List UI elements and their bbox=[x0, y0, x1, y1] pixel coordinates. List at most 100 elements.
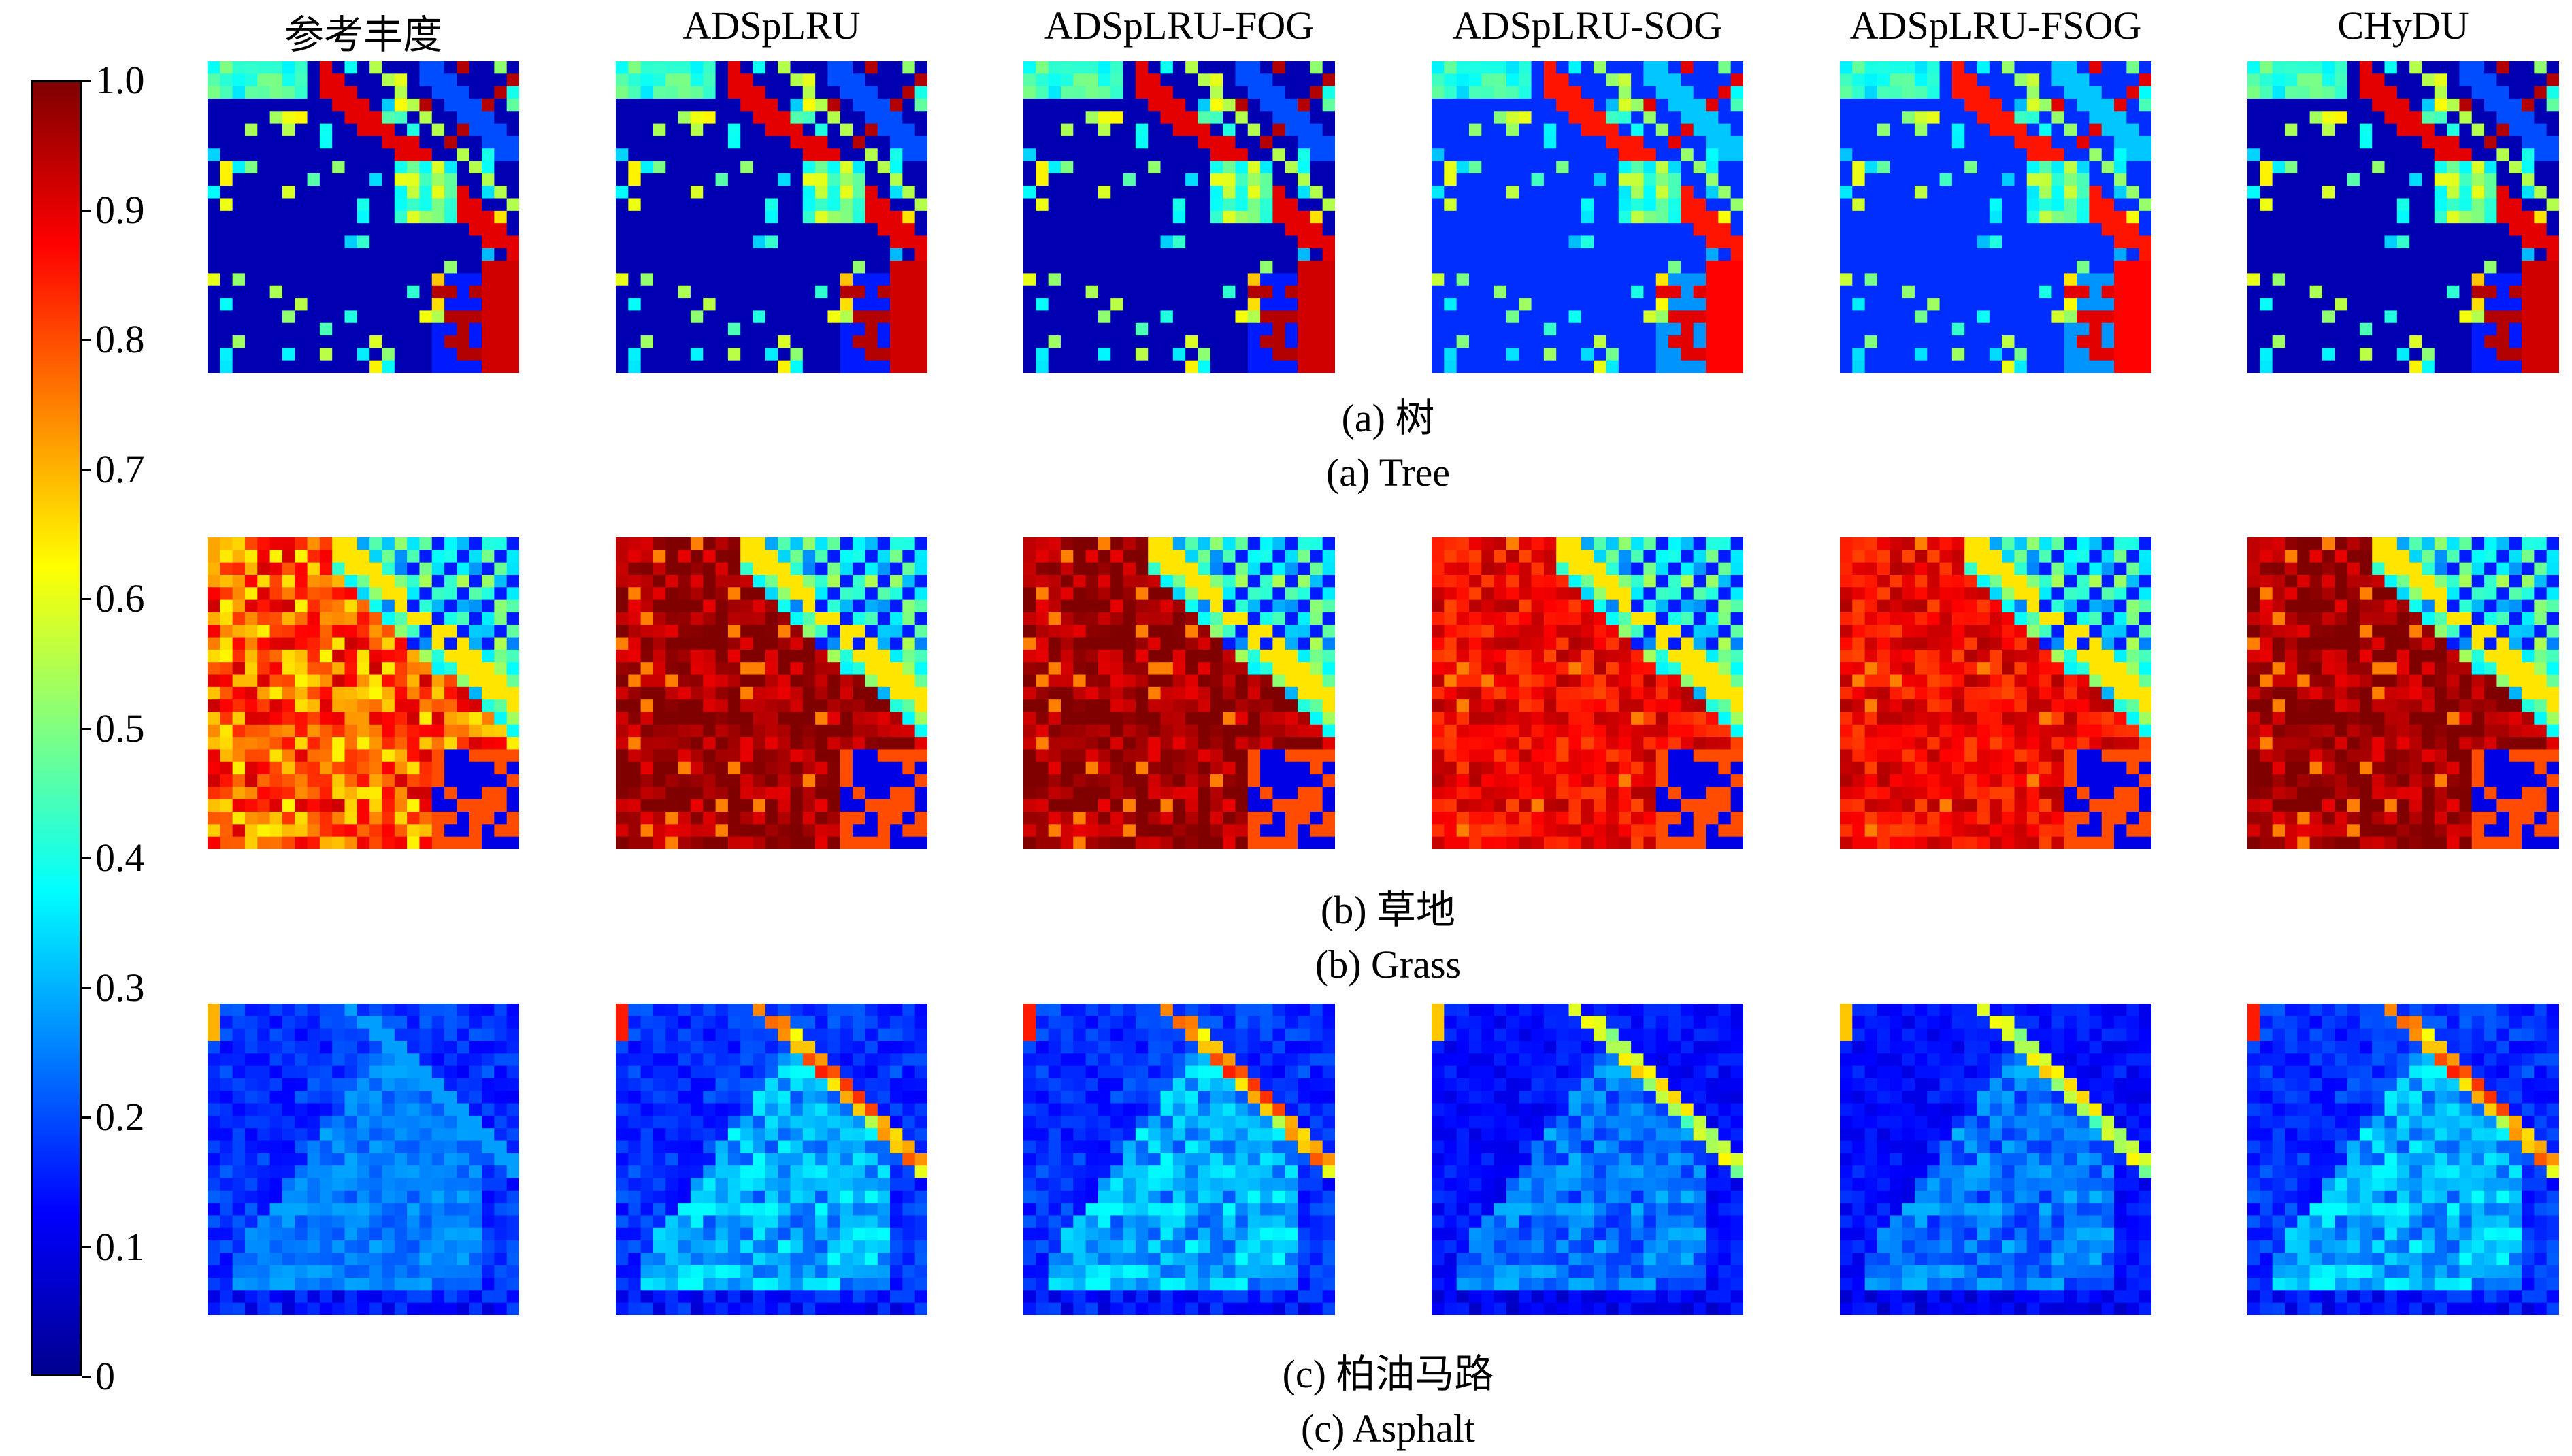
abundance-pixel bbox=[2435, 286, 2447, 299]
abundance-pixel bbox=[1915, 261, 1928, 274]
abundance-pixel bbox=[233, 749, 246, 762]
abundance-pixel bbox=[369, 650, 382, 663]
abundance-pixel bbox=[245, 286, 258, 299]
abundance-pixel bbox=[1098, 361, 1111, 373]
abundance-pixel bbox=[2102, 73, 2115, 86]
abundance-pixel bbox=[1323, 310, 1335, 323]
abundance-pixel bbox=[1840, 186, 1853, 199]
abundance-pixel bbox=[815, 361, 828, 373]
abundance-pixel bbox=[282, 675, 295, 688]
abundance-pixel bbox=[2547, 99, 2559, 112]
abundance-pixel bbox=[308, 73, 320, 86]
abundance-pixel bbox=[790, 211, 803, 224]
abundance-pixel bbox=[1457, 173, 1470, 186]
abundance-pixel bbox=[432, 99, 445, 112]
abundance-pixel bbox=[1877, 335, 1890, 348]
abundance-pixel bbox=[2297, 223, 2310, 236]
abundance-pixel bbox=[1569, 298, 1582, 311]
abundance-pixel bbox=[915, 749, 927, 762]
abundance-pixel bbox=[678, 612, 691, 625]
abundance-pixel bbox=[753, 774, 766, 787]
abundance-pixel bbox=[1902, 111, 1915, 124]
abundance-pixel bbox=[1694, 361, 1707, 373]
abundance-pixel bbox=[2435, 261, 2447, 274]
abundance-pixel bbox=[245, 600, 258, 613]
abundance-pixel bbox=[2051, 211, 2064, 224]
abundance-pixel bbox=[432, 537, 445, 550]
abundance-pixel bbox=[332, 323, 345, 336]
abundance-pixel bbox=[2547, 261, 2559, 274]
abundance-pixel bbox=[1481, 161, 1494, 174]
abundance-pixel bbox=[753, 799, 766, 812]
abundance-pixel bbox=[665, 762, 678, 775]
abundance-pixel bbox=[1023, 273, 1036, 286]
abundance-pixel bbox=[1260, 186, 1273, 199]
abundance-pixel bbox=[1210, 361, 1223, 373]
abundance-pixel bbox=[369, 111, 382, 124]
abundance-pixel bbox=[1494, 348, 1507, 361]
abundance-pixel bbox=[628, 563, 641, 576]
abundance-pixel bbox=[507, 348, 519, 361]
abundance-pixel bbox=[1877, 248, 1890, 261]
abundance-pixel bbox=[295, 612, 308, 625]
abundance-pixel bbox=[320, 550, 333, 563]
abundance-pixel bbox=[1198, 348, 1210, 361]
abundance-pixel bbox=[1840, 111, 1853, 124]
abundance-pixel bbox=[457, 575, 469, 588]
abundance-pixel bbox=[703, 361, 716, 373]
abundance-pixel bbox=[915, 235, 927, 248]
abundance-pixel bbox=[2310, 111, 2323, 124]
abundance-pixel bbox=[1110, 161, 1123, 174]
abundance-pixel bbox=[691, 774, 704, 787]
abundance-pixel bbox=[803, 73, 816, 86]
abundance-pixel bbox=[2126, 323, 2139, 336]
abundance-pixel bbox=[1110, 286, 1123, 299]
abundance-pixel bbox=[1681, 223, 1694, 236]
abundance-pixel bbox=[753, 73, 766, 86]
abundance-pixel bbox=[320, 837, 333, 849]
abundance-pixel bbox=[1519, 235, 1532, 248]
abundance-pixel bbox=[2064, 199, 2077, 212]
abundance-pixel bbox=[245, 587, 258, 600]
abundance-pixel bbox=[395, 211, 408, 224]
abundance-pixel bbox=[1161, 148, 1174, 161]
abundance-pixel bbox=[469, 638, 482, 650]
abundance-pixel bbox=[295, 675, 308, 688]
abundance-pixel bbox=[2114, 173, 2127, 186]
abundance-pixel bbox=[778, 173, 791, 186]
abundance-pixel bbox=[220, 687, 233, 700]
abundance-pixel bbox=[2322, 86, 2335, 99]
abundance-pixel bbox=[2422, 199, 2435, 212]
abundance-pixel bbox=[1457, 111, 1470, 124]
colorbar bbox=[31, 80, 82, 1376]
abundance-pixel bbox=[320, 223, 333, 236]
abundance-pixel bbox=[2496, 136, 2509, 149]
abundance-pixel bbox=[494, 650, 507, 663]
abundance-pixel bbox=[1310, 186, 1323, 199]
abundance-pixel bbox=[865, 223, 878, 236]
abundance-pixel bbox=[357, 799, 370, 812]
abundance-pixel bbox=[395, 335, 408, 348]
abundance-pixel bbox=[2285, 348, 2298, 361]
abundance-pixel bbox=[2260, 298, 2273, 311]
abundance-pixel bbox=[494, 361, 507, 373]
abundance-pixel bbox=[2064, 73, 2077, 86]
abundance-pixel bbox=[1494, 173, 1507, 186]
abundance-pixel bbox=[407, 235, 420, 248]
abundance-pixel bbox=[665, 335, 678, 348]
abundance-pixel bbox=[1532, 124, 1545, 137]
abundance-pixel bbox=[2114, 161, 2127, 174]
abundance-pixel bbox=[1865, 335, 1878, 348]
abundance-pixel bbox=[616, 223, 629, 236]
abundance-pixel bbox=[803, 248, 816, 261]
abundance-pixel bbox=[482, 348, 495, 361]
abundance-pixel bbox=[1656, 235, 1669, 248]
abundance-pixel bbox=[753, 186, 766, 199]
abundance-pixel bbox=[332, 73, 345, 86]
abundance-pixel bbox=[827, 699, 840, 712]
abundance-pixel bbox=[1123, 211, 1136, 224]
abundance-pixel bbox=[2322, 235, 2335, 248]
abundance-pixel bbox=[2409, 136, 2422, 149]
abundance-pixel bbox=[407, 148, 420, 161]
abundance-pixel bbox=[2409, 199, 2422, 212]
